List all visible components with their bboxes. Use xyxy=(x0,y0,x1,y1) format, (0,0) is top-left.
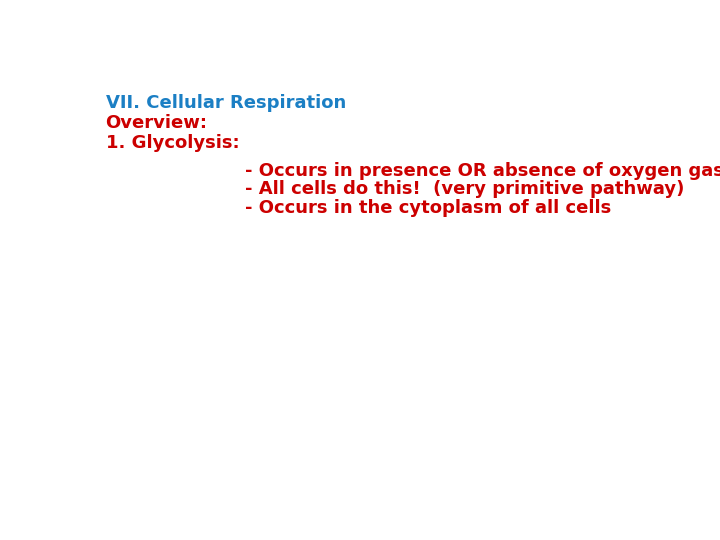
Text: - Occurs in the cytoplasm of all cells: - Occurs in the cytoplasm of all cells xyxy=(245,199,611,217)
Text: VII. Cellular Respiration: VII. Cellular Respiration xyxy=(106,94,346,112)
Text: - All cells do this!  (very primitive pathway): - All cells do this! (very primitive pat… xyxy=(245,180,685,198)
Text: - Occurs in presence OR absence of oxygen gas.: - Occurs in presence OR absence of oxyge… xyxy=(245,162,720,180)
Text: 1. Glycolysis:: 1. Glycolysis: xyxy=(106,134,239,152)
Text: Overview:: Overview: xyxy=(106,114,207,132)
